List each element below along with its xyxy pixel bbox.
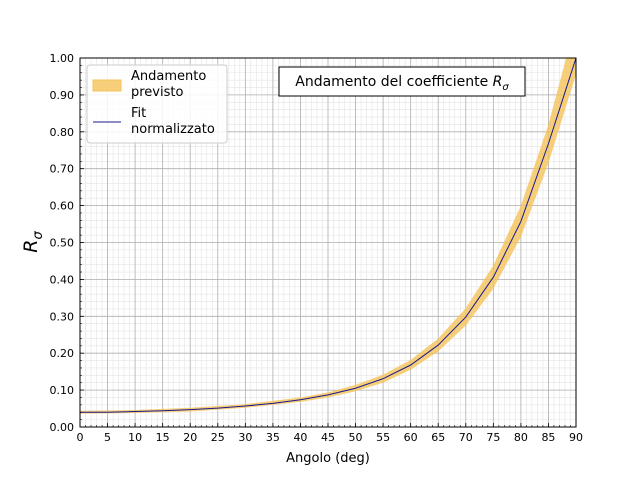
x-tick-label: 55 — [376, 431, 390, 444]
x-tick-label: 5 — [104, 431, 111, 444]
y-tick-label: 0.50 — [50, 237, 75, 250]
plot-frame — [79, 57, 577, 428]
x-tick-label: 35 — [266, 431, 280, 444]
plot-data — [80, 58, 576, 414]
y-axis-label: Rσ — [20, 231, 46, 253]
x-tick-label: 50 — [349, 431, 363, 444]
y-tick-label: 0.60 — [50, 200, 75, 213]
y-tick-label: 1.00 — [50, 52, 75, 65]
legend-frame — [86, 64, 228, 144]
x-tick-label: 85 — [541, 431, 555, 444]
svg-text:Rσ: Rσ — [20, 231, 46, 253]
y-tick-label: 0.10 — [50, 384, 75, 397]
x-tick-label: 20 — [183, 431, 197, 444]
x-tick-label: 80 — [514, 431, 528, 444]
legend-label-line-line2: normalizzato — [131, 122, 215, 137]
x-tick-label: 0 — [77, 431, 84, 444]
y-axis-label-symbol: R — [20, 240, 42, 253]
x-axis-label: Angolo (deg) — [286, 451, 370, 466]
title-main-text: Andamento del coefficiente — [295, 74, 492, 90]
x-tick-label: 65 — [431, 431, 445, 444]
y-tick-label: 0.70 — [50, 163, 75, 176]
y-tick-label: 0.40 — [50, 273, 75, 286]
legend-label-band: Andamento previsto — [131, 69, 210, 100]
fit-line — [80, 58, 576, 413]
x-tick-label: 75 — [486, 431, 500, 444]
x-tick-label: 10 — [128, 431, 142, 444]
legend-label-band-line1: Andamento — [131, 69, 206, 84]
x-tick-label: 40 — [293, 431, 307, 444]
chart-title: Andamento del coefficiente Rσ — [278, 66, 526, 97]
x-tick-label: 90 — [569, 431, 583, 444]
legend-label-line: Fit normalizzato — [131, 106, 215, 137]
x-tick-label: 25 — [211, 431, 225, 444]
confidence-band — [80, 58, 576, 414]
svg-text:Andamento del coefficiente Rσ: Andamento del coefficiente Rσ — [295, 74, 509, 93]
x-tick-label: 15 — [156, 431, 170, 444]
x-tick-label: 30 — [238, 431, 252, 444]
y-tick-label: 0.80 — [50, 126, 75, 139]
y-tick-label: 0.30 — [50, 310, 75, 323]
legend: Andamento previsto Fit normalizzato — [86, 64, 228, 144]
y-tick-label: 0.90 — [50, 89, 75, 102]
y-tick-label: 0.00 — [50, 421, 75, 434]
legend-swatch-band — [92, 79, 122, 92]
x-tick-label: 70 — [459, 431, 473, 444]
y-axis-label-subscript: σ — [31, 231, 46, 240]
y-tick-label: 0.20 — [50, 347, 75, 360]
x-tick-label: 60 — [404, 431, 418, 444]
title-subscript: σ — [502, 82, 509, 93]
title-symbol: R — [493, 74, 503, 90]
legend-label-line-line1: Fit — [131, 106, 146, 121]
legend-label-band-line2: previsto — [131, 85, 183, 100]
tick-labels: 0 5 10 15 20 25 30 35 40 45 50 55 60 65 70 75 80 85 90 0.00… — [50, 52, 584, 444]
x-tick-label: 45 — [321, 431, 335, 444]
title-box — [278, 66, 526, 97]
